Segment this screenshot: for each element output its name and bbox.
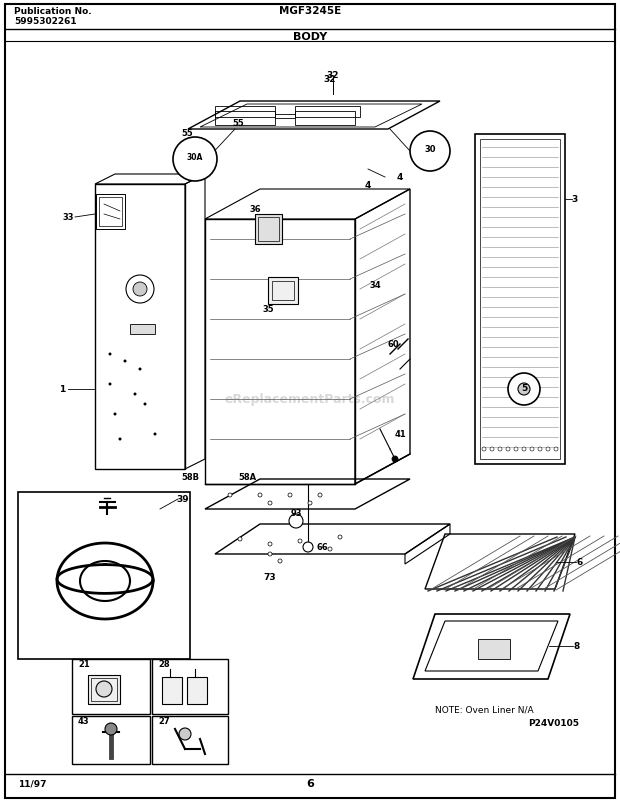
Circle shape: [530, 447, 534, 451]
Text: 5995302261: 5995302261: [14, 17, 77, 26]
Circle shape: [506, 447, 510, 451]
Circle shape: [123, 360, 126, 363]
Text: 55: 55: [232, 118, 244, 128]
Text: 58B: 58B: [181, 473, 199, 482]
Text: NOTE: Oven Liner N/A: NOTE: Oven Liner N/A: [435, 704, 534, 714]
Circle shape: [228, 493, 232, 497]
Circle shape: [538, 447, 542, 451]
Circle shape: [138, 368, 141, 371]
Text: 33: 33: [62, 214, 74, 222]
Text: 4: 4: [397, 173, 403, 182]
Circle shape: [522, 447, 526, 451]
Circle shape: [298, 540, 302, 544]
Text: P24V0105: P24V0105: [528, 719, 579, 728]
Circle shape: [392, 456, 398, 463]
Polygon shape: [162, 677, 182, 704]
Polygon shape: [187, 677, 207, 704]
Text: 8: 8: [574, 642, 580, 650]
Text: 60: 60: [387, 340, 399, 349]
Polygon shape: [130, 324, 155, 335]
Circle shape: [268, 501, 272, 505]
Text: 21: 21: [78, 660, 90, 669]
Text: 32: 32: [324, 75, 336, 84]
Text: 28: 28: [158, 660, 170, 669]
Text: 4: 4: [365, 181, 371, 190]
Circle shape: [490, 447, 494, 451]
Text: 30A: 30A: [187, 153, 203, 162]
Circle shape: [482, 447, 486, 451]
Text: 55: 55: [181, 128, 193, 137]
Text: 39: 39: [177, 495, 189, 503]
Circle shape: [268, 552, 272, 556]
Circle shape: [288, 493, 292, 497]
Circle shape: [508, 373, 540, 406]
Text: 30: 30: [424, 145, 436, 154]
Circle shape: [514, 447, 518, 451]
Circle shape: [318, 493, 322, 497]
Circle shape: [268, 542, 272, 546]
Circle shape: [154, 433, 156, 436]
Circle shape: [554, 447, 558, 451]
Text: 36: 36: [249, 206, 261, 214]
Circle shape: [303, 542, 313, 552]
Circle shape: [96, 681, 112, 697]
Text: 1: 1: [59, 385, 65, 394]
Circle shape: [133, 283, 147, 296]
Text: 27: 27: [158, 716, 170, 726]
Text: 6: 6: [577, 558, 583, 567]
Text: 3: 3: [572, 195, 578, 204]
Polygon shape: [88, 675, 120, 704]
Circle shape: [108, 353, 112, 356]
Circle shape: [328, 548, 332, 552]
Text: 6: 6: [306, 778, 314, 788]
Text: MGF3245E: MGF3245E: [279, 6, 341, 16]
Circle shape: [126, 275, 154, 304]
Text: 43: 43: [78, 716, 90, 726]
Circle shape: [179, 728, 191, 740]
Circle shape: [410, 132, 450, 172]
Text: eReplacementParts.com: eReplacementParts.com: [224, 393, 396, 406]
Text: 58A: 58A: [238, 473, 256, 482]
Text: 34: 34: [369, 280, 381, 289]
Text: BODY: BODY: [293, 32, 327, 42]
Circle shape: [308, 501, 312, 505]
Text: 73: 73: [264, 573, 277, 582]
Circle shape: [143, 403, 146, 406]
Text: Publication No.: Publication No.: [14, 6, 92, 15]
Circle shape: [113, 413, 117, 416]
Polygon shape: [478, 639, 510, 659]
Circle shape: [278, 560, 282, 563]
Circle shape: [258, 493, 262, 497]
Polygon shape: [268, 278, 298, 304]
Circle shape: [338, 536, 342, 540]
Text: 5: 5: [521, 384, 527, 393]
Text: 66: 66: [316, 543, 328, 552]
Circle shape: [173, 138, 217, 181]
Text: 41: 41: [394, 430, 406, 439]
Circle shape: [133, 393, 136, 396]
Circle shape: [118, 438, 122, 441]
Circle shape: [518, 384, 530, 396]
Text: 32: 32: [327, 71, 339, 79]
Text: 11/97: 11/97: [18, 779, 46, 788]
Circle shape: [546, 447, 550, 451]
Circle shape: [289, 515, 303, 528]
Circle shape: [105, 723, 117, 735]
Text: 35: 35: [262, 305, 274, 314]
Text: 93: 93: [290, 507, 302, 517]
Circle shape: [238, 537, 242, 541]
Circle shape: [498, 447, 502, 451]
Polygon shape: [255, 214, 282, 245]
Circle shape: [108, 383, 112, 386]
